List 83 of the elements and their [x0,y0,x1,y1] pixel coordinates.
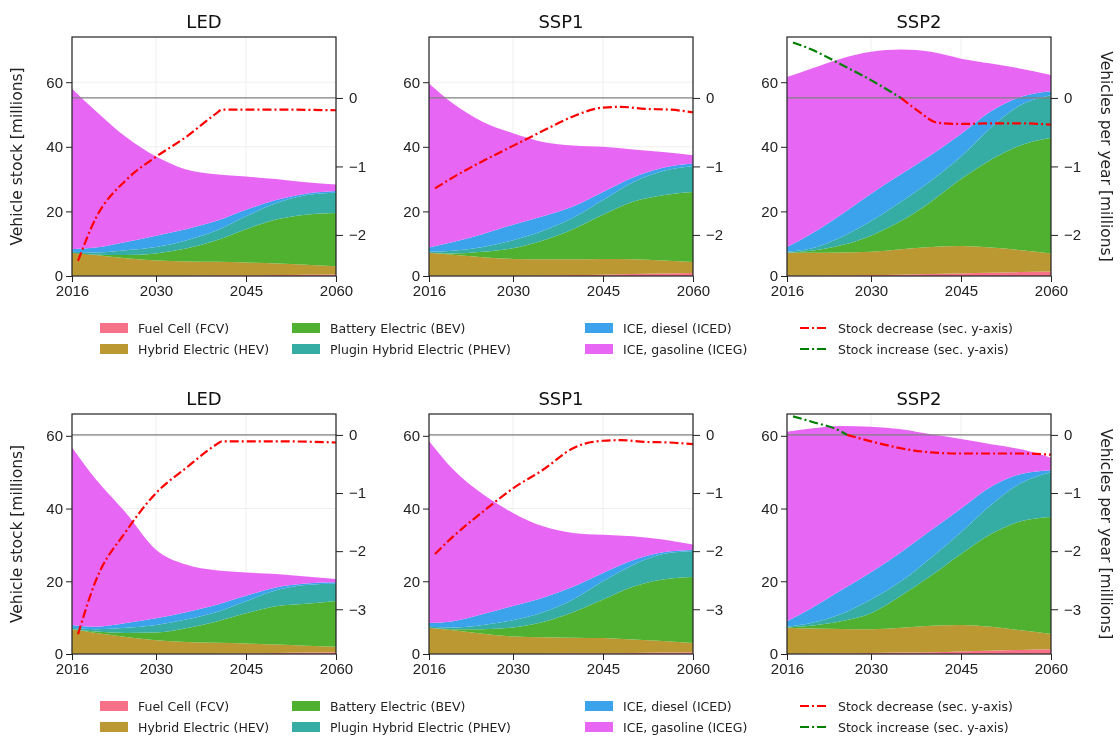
y2-tick-label: 0 [349,89,358,107]
legend-label: ICE, diesel (ICED) [623,698,732,714]
y-tick-label: 40 [46,138,63,156]
y2-tick-label: −2 [706,226,724,244]
y2-tick-label: −1 [1064,157,1082,175]
y2-tick-label: −1 [1064,484,1082,502]
y-tick-label: 40 [46,499,63,517]
y2-tick-label: 0 [349,426,358,444]
x-tick-label: 2060 [1034,659,1069,677]
x-tick-label: 2045 [586,281,621,299]
x-tick-label: 2045 [944,659,979,677]
y2-tick-label: 0 [706,89,715,107]
legend-label: Battery Electric (BEV) [330,698,466,714]
legend-label: Stock decrease (sec. y-axis) [838,698,1013,714]
y-tick-label: 60 [46,73,63,91]
legend-label: Fuel Cell (FCV) [138,698,230,714]
x-tick-label: 2030 [139,281,174,299]
legend-label: Plugin Hybrid Electric (PHEV) [330,341,511,357]
y-tick-label: 40 [403,138,420,156]
y-tick-label: 60 [761,73,778,91]
y2-tick-label: 0 [1064,426,1073,444]
legend-label: Stock increase (sec. y-axis) [838,719,1009,735]
y2-tick-label: −2 [1064,226,1082,244]
y-tick-label: 40 [403,499,420,517]
x-tick-label: 2060 [676,659,711,677]
legend-label: Stock decrease (sec. y-axis) [838,320,1013,336]
y2-tick-label: −2 [349,542,367,560]
x-tick-label: 2030 [496,281,531,299]
chart-title: LED [186,11,222,32]
x-tick-label: 2030 [496,659,531,677]
legend-label: Stock increase (sec. y-axis) [838,341,1009,357]
legend-label: ICE, gasoline (ICEG) [623,719,748,735]
chart-title: SSP1 [538,11,584,32]
chart-title: SSP2 [896,11,942,32]
y-tick-label: 20 [403,572,420,590]
y-axis-title: Vehicle stock [millions] [8,444,26,624]
y2-tick-label: 0 [706,426,715,444]
y2-tick-label: −1 [706,484,724,502]
y2-tick-label: −1 [349,484,367,502]
x-tick-label: 2045 [586,659,621,677]
legend-label: Hybrid Electric (HEV) [138,341,270,357]
x-tick-label: 2045 [229,281,264,299]
chart-title: SSP1 [538,388,584,409]
x-tick-label: 2060 [1034,281,1069,299]
legend-label: ICE, diesel (ICED) [623,320,732,336]
x-tick-label: 2030 [854,659,889,677]
x-tick-label: 2045 [229,659,264,677]
legend-label: ICE, gasoline (ICEG) [623,341,748,357]
y2-tick-label: −3 [1064,600,1082,618]
y2-axis-title: Vehicles per year [millions] [1097,428,1115,640]
y2-tick-label: −1 [706,157,724,175]
chart-title: LED [186,388,222,409]
y-tick-label: 60 [761,427,778,445]
legend-label: Fuel Cell (FCV) [138,320,230,336]
y2-tick-label: −3 [706,600,724,618]
y-tick-label: 60 [403,427,420,445]
chart-title: SSP2 [896,388,942,409]
y-tick-label: 20 [761,202,778,220]
y2-tick-label: −1 [349,157,367,175]
x-tick-label: 2060 [676,281,711,299]
y2-axis-title: Vehicles per year [millions] [1097,51,1115,262]
y-tick-label: 20 [761,572,778,590]
x-tick-label: 2060 [319,659,354,677]
y-tick-label: 40 [761,138,778,156]
x-tick-label: 2030 [854,281,889,299]
y-tick-label: 20 [46,572,63,590]
y-tick-label: 60 [46,427,63,445]
y-axis-title: Vehicle stock [millions] [8,67,26,246]
y2-tick-label: −2 [1064,542,1082,560]
legend-label: Plugin Hybrid Electric (PHEV) [330,719,511,735]
y-tick-label: 60 [403,73,420,91]
y-tick-label: 40 [761,499,778,517]
y-tick-label: 20 [403,202,420,220]
legend-label: Hybrid Electric (HEV) [138,719,270,735]
x-tick-label: 2030 [139,659,174,677]
y2-tick-label: −2 [349,226,367,244]
y2-tick-label: −2 [706,542,724,560]
y2-tick-label: 0 [1064,89,1073,107]
y2-tick-label: −3 [349,600,367,618]
x-tick-label: 2045 [944,281,979,299]
legend-label: Battery Electric (BEV) [330,320,466,336]
x-tick-label: 2060 [319,281,354,299]
y-tick-label: 20 [46,202,63,220]
